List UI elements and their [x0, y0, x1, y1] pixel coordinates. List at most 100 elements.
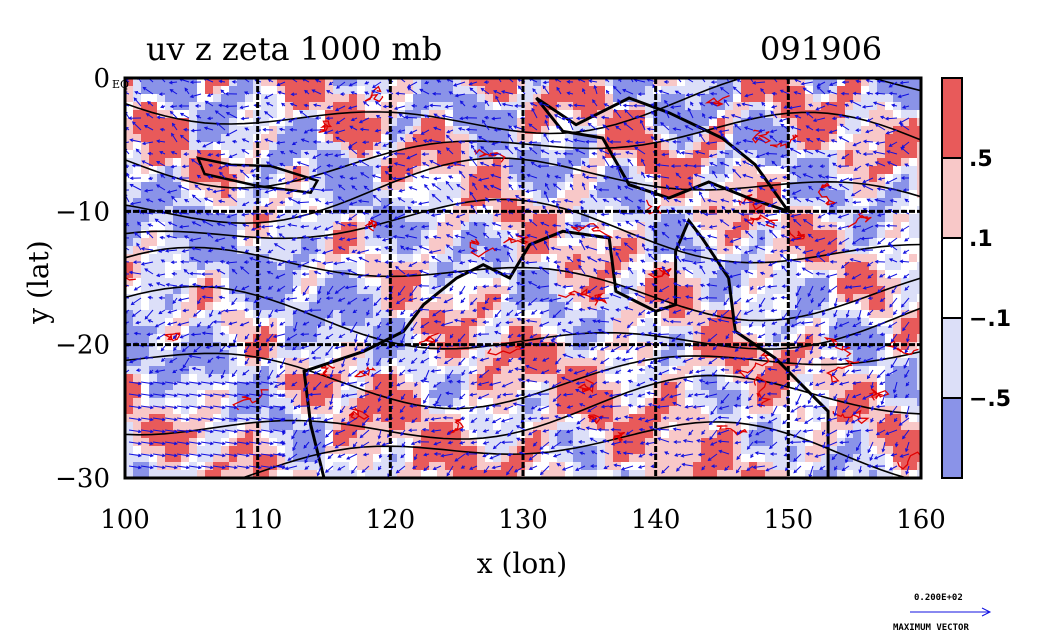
vorticity-cell — [837, 390, 845, 398]
vorticity-cell — [661, 438, 669, 446]
vorticity-cell — [597, 94, 605, 102]
vorticity-cell — [157, 158, 165, 166]
vorticity-cell — [445, 462, 453, 470]
vorticity-cell — [765, 86, 773, 94]
vorticity-cell — [389, 94, 397, 102]
vorticity-cell — [813, 102, 821, 110]
vorticity-cell — [541, 374, 549, 382]
wind-vector-head — [514, 104, 519, 108]
vorticity-cell — [293, 142, 301, 150]
vorticity-cell — [541, 190, 549, 198]
vorticity-cell — [845, 334, 853, 342]
vorticity-cell — [677, 470, 685, 478]
vorticity-cell — [429, 238, 437, 246]
vorticity-cell — [381, 302, 389, 310]
vorticity-cell — [541, 366, 549, 374]
vorticity-cell — [549, 174, 557, 182]
vorticity-cell — [261, 246, 269, 254]
vorticity-cell — [661, 462, 669, 470]
vorticity-cell — [213, 78, 221, 86]
vorticity-cell — [789, 286, 797, 294]
vorticity-cell — [685, 454, 693, 462]
wind-vector — [770, 110, 778, 119]
vorticity-cell — [725, 158, 733, 166]
vorticity-cell — [141, 310, 149, 318]
vorticity-cell — [261, 446, 269, 454]
vorticity-cell — [373, 430, 381, 438]
vorticity-cell — [357, 462, 365, 470]
vorticity-cell — [789, 166, 797, 174]
vorticity-cell — [709, 94, 717, 102]
vorticity-cell — [229, 270, 237, 278]
vorticity-cell — [445, 182, 453, 190]
vorticity-cell — [285, 102, 293, 110]
vorticity-cell — [733, 374, 741, 382]
vorticity-cell — [669, 230, 677, 238]
vorticity-cell — [237, 286, 245, 294]
vorticity-cell — [173, 166, 181, 174]
vorticity-cell — [573, 158, 581, 166]
vorticity-cell — [693, 350, 701, 358]
vorticity-cell — [205, 366, 213, 374]
wind-vector-head — [605, 89, 610, 94]
vorticity-cell — [525, 222, 533, 230]
vorticity-cell — [845, 430, 853, 438]
vorticity-cell — [173, 302, 181, 310]
vorticity-cell — [725, 430, 733, 438]
vorticity-cell — [269, 142, 277, 150]
vorticity-cell — [829, 126, 837, 134]
vorticity-cell — [477, 310, 485, 318]
vorticity-cell — [205, 446, 213, 454]
vorticity-cell — [269, 238, 277, 246]
vorticity-cell — [789, 102, 797, 110]
vorticity-cell — [917, 182, 921, 190]
vorticity-cell — [181, 454, 189, 462]
vorticity-cell — [197, 262, 205, 270]
wind-vector-head — [374, 101, 379, 105]
vorticity-cell — [301, 406, 309, 414]
vorticity-cell — [429, 110, 437, 118]
vorticity-cell — [245, 350, 253, 358]
vorticity-cell — [317, 326, 325, 334]
vorticity-cell — [645, 462, 653, 470]
vorticity-cell — [285, 174, 293, 182]
vorticity-cell — [317, 454, 325, 462]
vorticity-cell — [493, 430, 501, 438]
vorticity-cell — [661, 270, 669, 278]
vorticity-cell — [621, 246, 629, 254]
vorticity-cell — [261, 310, 269, 318]
vorticity-cell — [349, 102, 357, 110]
vorticity-cell — [509, 302, 517, 310]
vorticity-cell — [597, 382, 605, 390]
vorticity-cell — [213, 86, 221, 94]
vorticity-cell — [349, 294, 357, 302]
vorticity-cell — [893, 326, 901, 334]
vorticity-cell — [589, 286, 597, 294]
wind-vector — [554, 114, 562, 119]
wind-vector-head — [622, 88, 627, 93]
vorticity-cell — [397, 438, 405, 446]
wind-vector — [405, 116, 418, 119]
vorticity-cell — [149, 158, 157, 166]
vorticity-cell — [165, 310, 173, 318]
vorticity-cell — [885, 214, 893, 222]
vorticity-cell — [829, 230, 837, 238]
vorticity-cell — [333, 358, 341, 366]
vorticity-cell — [845, 406, 853, 414]
vorticity-cell — [605, 382, 613, 390]
vorticity-cell — [765, 78, 773, 86]
vorticity-cell — [165, 454, 173, 462]
vorticity-cell — [469, 334, 477, 342]
vorticity-cell — [389, 158, 397, 166]
wind-vector-head — [171, 122, 176, 127]
vorticity-cell — [365, 134, 373, 142]
vorticity-cell — [525, 246, 533, 254]
vorticity-cell — [581, 406, 589, 414]
vorticity-cell — [181, 262, 189, 270]
wind-vector-head — [627, 72, 630, 75]
vorticity-cell — [773, 94, 781, 102]
vorticity-cell — [861, 470, 869, 478]
vorticity-cell — [477, 390, 485, 398]
wind-vector — [528, 123, 538, 131]
vorticity-cell — [773, 142, 781, 150]
